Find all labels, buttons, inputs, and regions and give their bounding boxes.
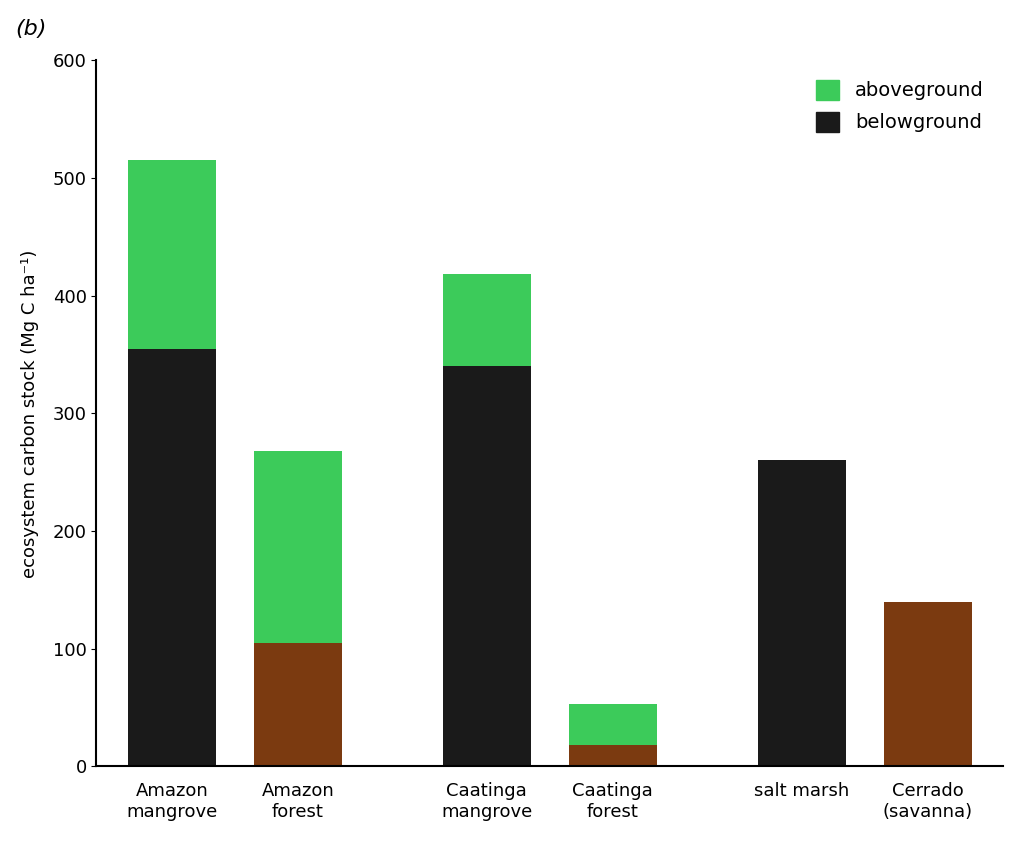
Bar xyxy=(128,160,216,349)
Bar xyxy=(568,704,656,745)
Text: (b): (b) xyxy=(14,19,46,39)
Bar xyxy=(128,349,216,766)
Bar xyxy=(884,602,972,766)
Legend: aboveground, belowground: aboveground, belowground xyxy=(806,70,993,142)
Bar xyxy=(758,461,846,766)
Bar xyxy=(568,745,656,766)
Bar xyxy=(442,274,530,366)
Y-axis label: ecosystem carbon stock (Mg C ha⁻¹): ecosystem carbon stock (Mg C ha⁻¹) xyxy=(20,249,39,578)
Bar xyxy=(254,642,342,766)
Bar xyxy=(254,451,342,642)
Bar xyxy=(442,366,530,766)
